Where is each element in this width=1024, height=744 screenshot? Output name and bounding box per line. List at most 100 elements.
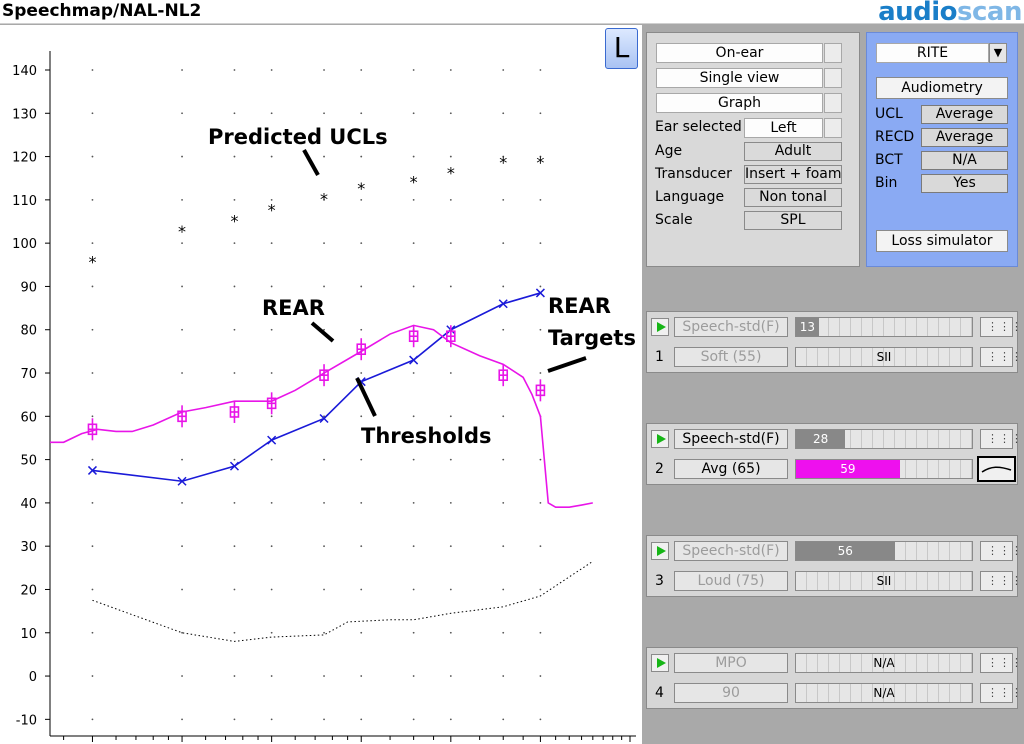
- view-select[interactable]: Single view: [656, 68, 823, 88]
- grid-dot: [502, 242, 505, 245]
- y-tick-label: 20: [20, 583, 37, 598]
- chevron-down-icon[interactable]: ▼: [989, 43, 1007, 63]
- ear-indicator-button[interactable]: L: [605, 28, 638, 69]
- annotation-targets-line1: REAR: [548, 294, 611, 318]
- play-icon[interactable]: [651, 654, 669, 672]
- meter-fill: [796, 430, 846, 448]
- sii-value: N/A: [873, 686, 895, 700]
- recd-value[interactable]: Average: [921, 128, 1008, 147]
- bct-value[interactable]: N/A: [921, 151, 1008, 170]
- stimulus-select[interactable]: Speech-std(F): [674, 541, 788, 561]
- play-icon[interactable]: [651, 542, 669, 560]
- grid-dot: [360, 198, 363, 201]
- transducer-value[interactable]: Insert + foam: [744, 165, 842, 184]
- view-options-button[interactable]: [980, 653, 1023, 673]
- view-options-button[interactable]: [980, 541, 1023, 561]
- view-options-button[interactable]: [980, 429, 1023, 449]
- grid-dot: [181, 545, 183, 548]
- grid-dot: [270, 69, 273, 71]
- brand-logo: audioscan: [878, 0, 1022, 27]
- bin-value[interactable]: Yes: [921, 174, 1008, 193]
- audiometry-button[interactable]: Audiometry: [876, 77, 1008, 99]
- loss-simulator-button[interactable]: Loss simulator: [876, 230, 1008, 252]
- format-select[interactable]: Graph: [656, 93, 823, 113]
- grid-dot: [449, 631, 452, 634]
- threshold-marker: [87, 465, 97, 475]
- grid-dot: [539, 372, 542, 374]
- curve-display-button[interactable]: [980, 683, 1023, 703]
- grid-dot: [412, 415, 415, 418]
- grid-dot: [91, 155, 94, 158]
- curve-display-button[interactable]: [977, 456, 1016, 482]
- ear-selected-value[interactable]: Left: [744, 118, 823, 138]
- y-tick-label: 40: [20, 497, 37, 512]
- meter-value: 13: [799, 320, 816, 334]
- sii-meter: N/A: [795, 683, 973, 703]
- grid-dot: [233, 69, 236, 71]
- view-options-button[interactable]: [980, 317, 1023, 337]
- mode-select-button[interactable]: [824, 43, 842, 63]
- age-value[interactable]: Adult: [744, 142, 842, 161]
- noise-floor-line: [92, 560, 594, 642]
- format-select-button[interactable]: [824, 93, 842, 113]
- ucl-marker: *: [536, 153, 544, 172]
- grid-dot: [181, 155, 183, 158]
- curve-display-button[interactable]: [980, 347, 1023, 367]
- grid-dot: [539, 112, 542, 115]
- grid-dot: [233, 112, 236, 115]
- scale-value[interactable]: SPL: [744, 211, 842, 230]
- grid-dot: [502, 631, 505, 634]
- mode-select[interactable]: On-ear: [656, 43, 823, 63]
- level-select[interactable]: Avg (65): [674, 459, 788, 479]
- grid-dot: [181, 718, 183, 721]
- curve-display-button[interactable]: [980, 571, 1023, 591]
- grid-dot: [539, 675, 542, 677]
- level-select[interactable]: Loud (75): [674, 571, 788, 591]
- scale-label: Scale: [655, 212, 693, 228]
- grid-dot: [91, 242, 94, 245]
- test-row-4: MPO 4 90 N/A N/A: [646, 647, 1023, 709]
- grid-dot: [181, 675, 183, 677]
- play-icon[interactable]: [651, 318, 669, 336]
- level-meter: 56: [795, 541, 973, 561]
- settings-panel: On-ear Single view Graph Ear selected Le…: [646, 32, 860, 267]
- grid-dot: [539, 631, 542, 634]
- y-tick-label: 130: [12, 107, 37, 122]
- recd-label: RECD: [875, 129, 915, 145]
- stimulus-select[interactable]: Speech-std(F): [674, 317, 788, 337]
- sii-meter: 59: [795, 459, 973, 479]
- grid-dot: [91, 285, 94, 288]
- grid-dot: [270, 545, 273, 548]
- instrument-style-select[interactable]: RITE: [876, 43, 989, 63]
- ucl-value[interactable]: Average: [921, 105, 1008, 124]
- grid-dot: [270, 501, 273, 504]
- grid-dot: [270, 328, 273, 331]
- view-select-button[interactable]: [824, 68, 842, 88]
- grid-dot: [449, 458, 452, 461]
- language-value[interactable]: Non tonal: [744, 188, 842, 207]
- ucl-marker: *: [178, 222, 186, 241]
- grid-dot: [91, 501, 94, 504]
- level-select[interactable]: Soft (55): [674, 347, 788, 367]
- grid-dot: [323, 415, 325, 418]
- grid-dot: [360, 242, 363, 245]
- ucl-marker: *: [447, 164, 455, 183]
- grid-dot: [181, 285, 183, 288]
- sii-meter: SII: [795, 571, 973, 591]
- ear-selected-button[interactable]: [824, 118, 842, 138]
- stimulus-select[interactable]: Speech-std(F): [674, 429, 788, 449]
- grid-dot: [323, 545, 325, 548]
- bct-label: BCT: [875, 152, 903, 168]
- ucl-marker: *: [230, 211, 238, 230]
- grid-dot: [502, 718, 505, 721]
- y-tick-label: 90: [20, 280, 37, 295]
- grid-dot: [233, 588, 236, 591]
- grid-dot: [449, 415, 452, 418]
- grid-dot: [181, 372, 183, 374]
- sii-meter: SII: [795, 347, 973, 367]
- play-icon[interactable]: [651, 430, 669, 448]
- level-select[interactable]: 90: [674, 683, 788, 703]
- language-label: Language: [655, 189, 725, 205]
- stimulus-select[interactable]: MPO: [674, 653, 788, 673]
